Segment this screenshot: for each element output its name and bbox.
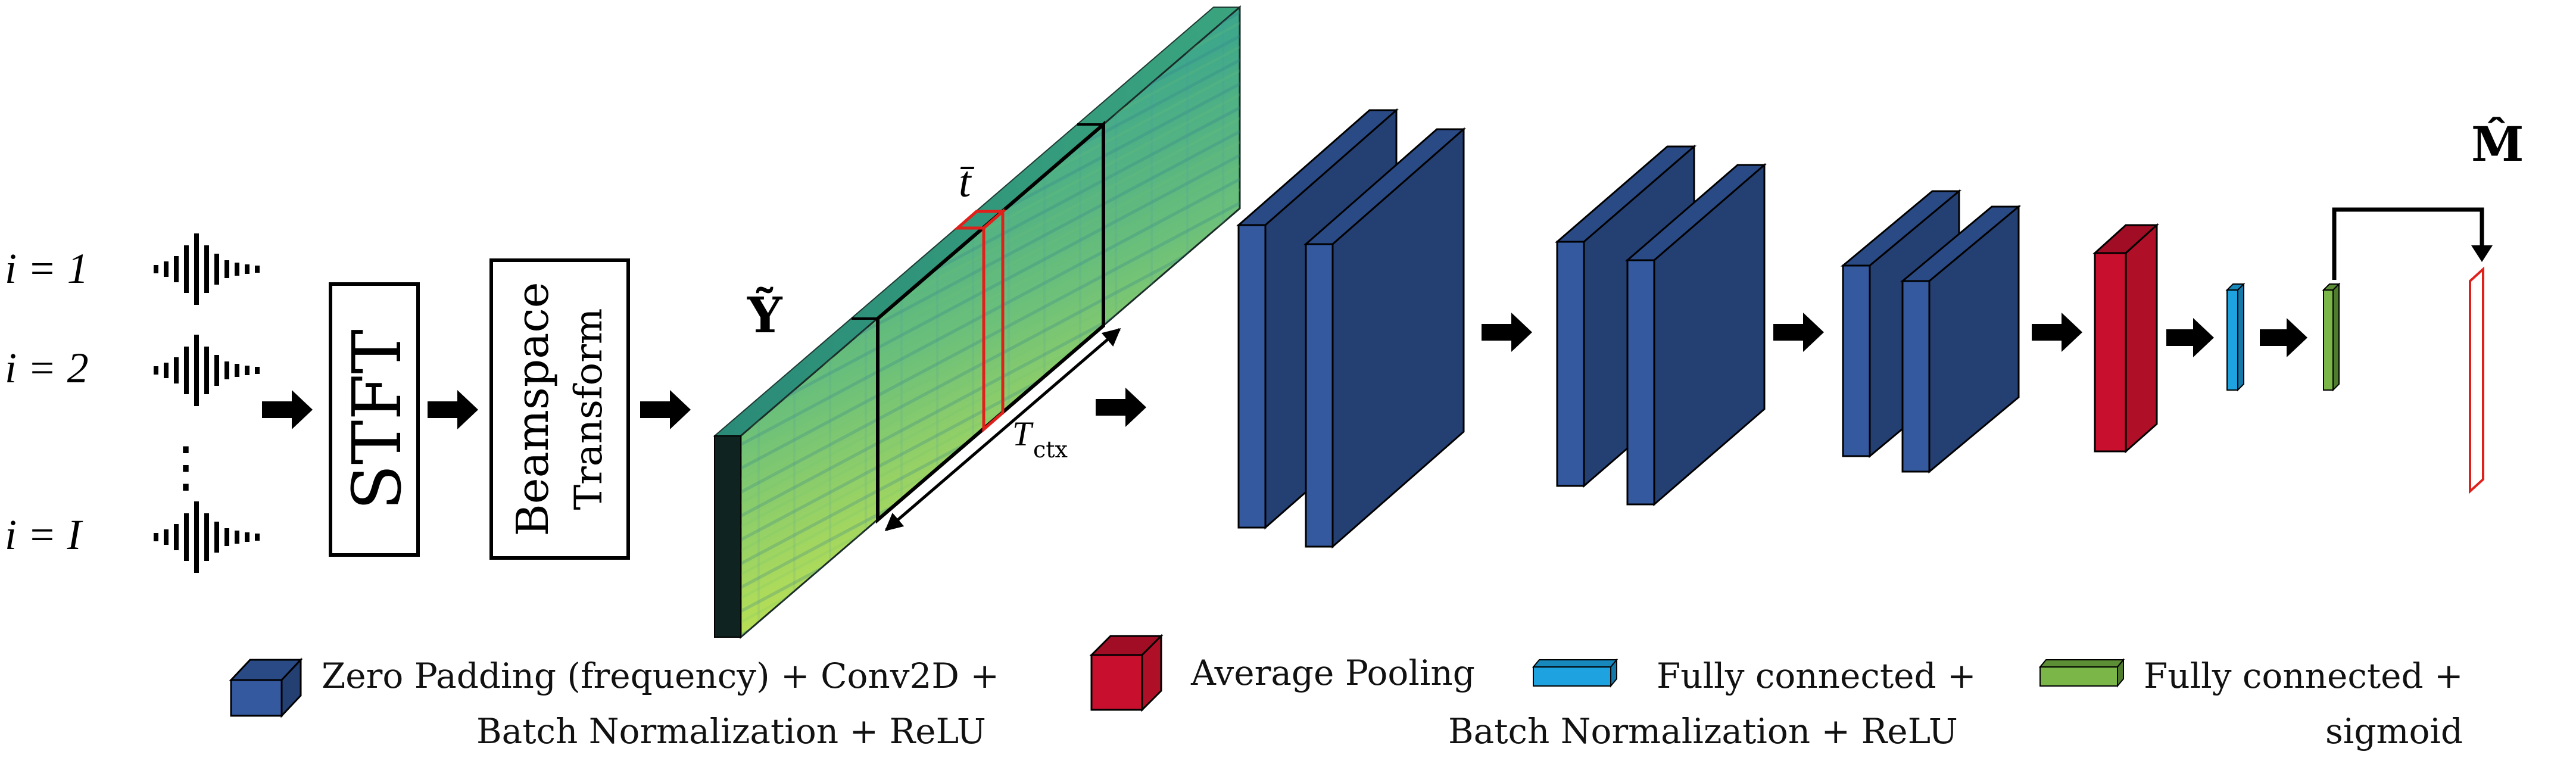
stft-block: STFT	[329, 282, 420, 557]
context-length-arrow	[884, 328, 1121, 531]
frame-label: t̄	[959, 158, 975, 207]
input-label-1: i = 1	[5, 245, 89, 292]
beamspace-label-line2: Transform	[567, 308, 611, 510]
legend-conv-line1: Zero Padding (frequency) + Conv2D +	[322, 656, 999, 696]
context-length-symbol: T	[1012, 414, 1034, 453]
waveform-icon-1	[154, 233, 260, 305]
arrow-fc1-to-fc2	[2260, 318, 2307, 357]
fc-bn-block	[2225, 282, 2246, 392]
input-vdots: ⋮	[158, 435, 213, 498]
average-pooling-block	[2092, 223, 2159, 454]
conv-cube-icon	[229, 657, 303, 718]
arrow-conv3-to-pool	[2032, 313, 2082, 352]
arrow-conv2-to-conv3	[1773, 313, 1824, 352]
output-mask-symbol: M̂	[2471, 116, 2524, 172]
legend-conv-line2: Batch Normalization + ReLU	[476, 711, 986, 751]
spectrogram-side-face	[714, 435, 741, 638]
pool-cube-icon	[1089, 634, 1164, 712]
output-arrow	[2332, 207, 2493, 280]
fc-bn-bar-icon	[1532, 658, 1618, 688]
legend-fc-bn-line1: Fully connected +	[1657, 656, 1976, 696]
context-window	[876, 120, 1105, 524]
arrow-to-beamspace	[428, 390, 478, 429]
conv-layers	[1236, 108, 2022, 549]
conv-stage2-layer2	[1624, 163, 1767, 507]
context-length-subscript: ctx	[1033, 436, 1068, 463]
conv-stage1-layer2	[1303, 127, 1466, 549]
arrow-to-conv1	[1096, 388, 1146, 427]
spectrogram-tensor	[713, 5, 1242, 640]
legend-fc-sig-line1: Fully connected +	[2144, 656, 2463, 696]
conv-stage3-layer2	[1900, 204, 2022, 474]
input-label-I: i = I	[5, 511, 83, 559]
fc-sigmoid-bar-icon	[2038, 658, 2125, 688]
fc-sigmoid-block	[2322, 282, 2341, 392]
legend: Zero Padding (frequency) + Conv2D + Batc…	[229, 634, 2463, 751]
spectrogram-symbol: Ỹ	[747, 286, 783, 344]
arrow-conv1-to-conv2	[1482, 313, 1532, 352]
legend-pool-line1: Average Pooling	[1190, 653, 1475, 693]
arrow-pool-to-fc1	[2166, 318, 2214, 357]
output-mask	[2469, 266, 2484, 494]
context-length-label: T ctx	[1012, 414, 1068, 463]
arrow-to-stft	[262, 390, 313, 429]
waveform-icon-I	[154, 501, 260, 573]
beamspace-block: Beamspace Transform	[489, 258, 630, 560]
waveform-icon-2	[154, 335, 260, 406]
legend-fc-sig-line2: sigmoid	[2325, 711, 2463, 751]
beamspace-label-line1: Beamspace	[507, 282, 559, 536]
input-label-2: i = 2	[5, 344, 89, 392]
input-signals: i = 1 i = 2 ⋮ i = I	[5, 233, 260, 573]
legend-fc-bn-line2: Batch Normalization + ReLU	[1448, 711, 1958, 751]
arrow-to-spectrogram	[640, 390, 691, 429]
stft-label: STFT	[339, 329, 416, 510]
